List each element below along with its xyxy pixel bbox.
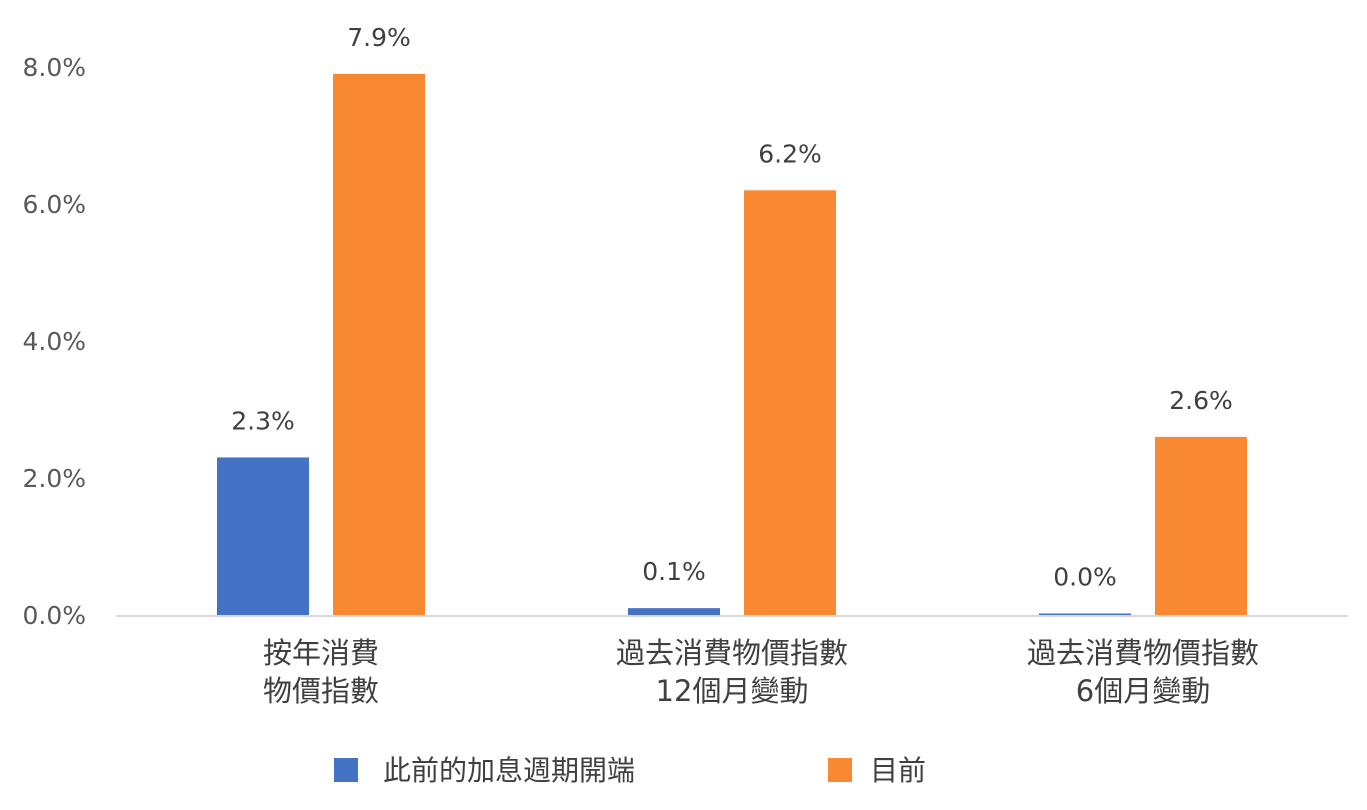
bar-series-0-category-0 [217, 457, 309, 615]
category-label: 12個月變動 [656, 674, 809, 708]
y-tick-label: 0.0% [22, 601, 86, 630]
bar-series-0-category-1 [628, 608, 720, 615]
y-tick-label: 2.0% [22, 464, 86, 493]
y-tick-label: 4.0% [22, 327, 86, 356]
data-labels: 2.3% 7.9% 0.1% 6.2% 0.0% 2.6% [231, 23, 1233, 592]
data-label: 0.1% [642, 557, 706, 586]
y-axis: 0.0% 2.0% 4.0% 6.0% 8.0% [22, 53, 86, 630]
bar-series-1-category-0 [333, 73, 425, 616]
category-label: 過去消費物價指數 [616, 636, 848, 670]
data-label: 2.6% [1169, 386, 1233, 415]
data-label: 0.0% [1053, 563, 1117, 592]
bar-series-1-category-1 [744, 190, 836, 616]
bar-series-1-category-2 [1155, 436, 1247, 615]
legend-swatch [828, 758, 852, 782]
legend-label: 此前的加息週期開端 [383, 754, 635, 787]
data-label: 7.9% [347, 23, 411, 52]
y-tick-label: 8.0% [22, 53, 86, 82]
legend-swatch [334, 758, 358, 782]
bar-series-0-category-2 [1039, 613, 1131, 615]
category-label: 過去消費物價指數 [1027, 636, 1259, 670]
data-label: 6.2% [758, 139, 822, 168]
category-label: 物價指數 [263, 674, 379, 708]
y-tick-label: 6.0% [22, 190, 86, 219]
data-label: 2.3% [231, 406, 295, 435]
bars [217, 73, 1247, 616]
legend: 此前的加息週期開端 目前 [334, 754, 926, 787]
legend-label: 目前 [870, 754, 926, 787]
category-label: 6個月變動 [1076, 674, 1210, 708]
category-label: 按年消費 [263, 636, 379, 670]
